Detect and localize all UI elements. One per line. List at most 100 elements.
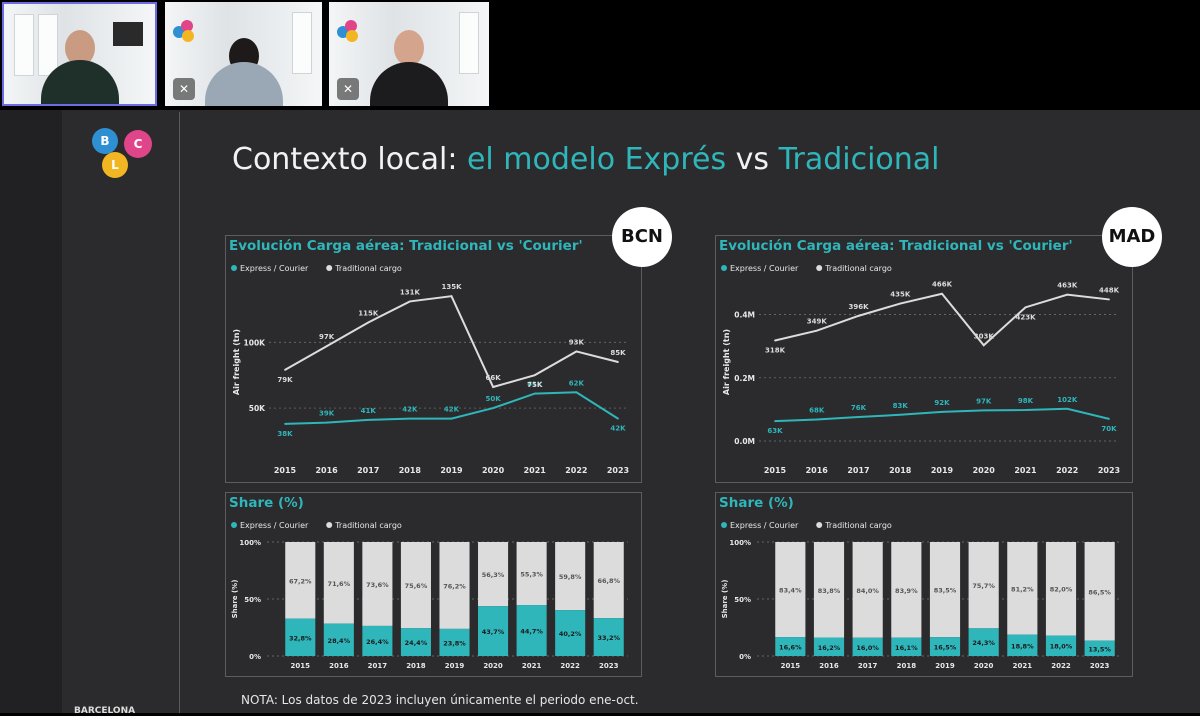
bar-traditional-2021 bbox=[516, 542, 547, 606]
legend-label-1: Traditional cargo bbox=[334, 264, 402, 273]
data-point-0-8 bbox=[617, 417, 619, 420]
bclc-logo: B C L bbox=[88, 124, 158, 182]
data-point-0-0 bbox=[284, 422, 286, 425]
y-tick-label-1: 0.2M bbox=[734, 374, 755, 383]
x-tick-label-2015: 2015 bbox=[291, 662, 311, 670]
data-point-1-6 bbox=[533, 374, 536, 377]
mad-share-chart: Express / Courier Traditional cargo Share … bbox=[721, 521, 1119, 670]
bar-traditional-2022 bbox=[1045, 542, 1077, 636]
mic-muted-icon[interactable]: ✕ bbox=[337, 78, 359, 100]
participant-tile-2[interactable]: ✕ bbox=[165, 2, 322, 106]
data-point-1-3 bbox=[899, 302, 902, 305]
x-tick-label-2021: 2021 bbox=[522, 662, 542, 670]
bar-label-traditional-2021: 55,3% bbox=[520, 571, 543, 579]
data-label-0-5: 97K bbox=[976, 397, 992, 405]
bar-label-express-2019: 23,8% bbox=[443, 639, 466, 647]
bar-label-express-2016: 16,2% bbox=[818, 644, 841, 652]
bar-traditional-2018 bbox=[891, 542, 922, 638]
data-point-1-3 bbox=[408, 300, 411, 303]
x-tick-label-2016: 2016 bbox=[819, 662, 839, 670]
data-point-0-3 bbox=[899, 413, 902, 416]
x-tick-label-2018: 2018 bbox=[406, 662, 426, 670]
participant-tile-1[interactable] bbox=[2, 2, 157, 106]
x-tick-label-2019: 2019 bbox=[931, 466, 954, 475]
bar-label-express-2019: 16,5% bbox=[934, 644, 957, 652]
x-tick-label-2019: 2019 bbox=[445, 662, 465, 670]
mad-badge: MAD bbox=[1102, 207, 1162, 267]
legend-marker-0 bbox=[231, 522, 237, 528]
y-tick-label-0: 0% bbox=[739, 653, 751, 661]
mic-muted-icon[interactable]: ✕ bbox=[173, 78, 195, 100]
participant-head bbox=[394, 30, 424, 66]
bar-express-2022 bbox=[555, 610, 586, 656]
data-label-1-4: 466K bbox=[932, 281, 953, 289]
bcn-share-title: Share (%) bbox=[229, 495, 304, 511]
mad-share-panel bbox=[715, 492, 1133, 677]
data-label-0-2: 41K bbox=[361, 407, 377, 415]
legend-marker-0 bbox=[721, 265, 727, 271]
x-tick-label-2023: 2023 bbox=[599, 662, 619, 670]
x-tick-label-2017: 2017 bbox=[847, 466, 869, 475]
bar-express-2018 bbox=[891, 637, 922, 656]
data-label-0-3: 42K bbox=[402, 406, 418, 414]
bar-express-2021 bbox=[1007, 634, 1038, 656]
data-point-0-3 bbox=[408, 417, 411, 420]
bar-label-express-2023: 33,2% bbox=[597, 634, 620, 642]
y-tick-label-1: 50% bbox=[734, 596, 751, 604]
y-tick-label-0: 0.0M bbox=[734, 437, 755, 446]
bar-express-2016 bbox=[813, 637, 845, 656]
data-point-1-0 bbox=[284, 369, 286, 371]
bar-express-2023 bbox=[593, 618, 624, 656]
y-axis-label: Air freight (tn) bbox=[722, 329, 731, 395]
data-point-1-0 bbox=[774, 339, 776, 342]
bclc-sign bbox=[173, 20, 229, 50]
x-tick-label-2021: 2021 bbox=[524, 466, 547, 475]
bar-label-express-2017: 16,0% bbox=[856, 644, 879, 652]
y-tick-label-2: 100% bbox=[239, 539, 261, 547]
bar-label-traditional-2019: 83,5% bbox=[934, 587, 957, 595]
data-label-1-0: 318K bbox=[765, 347, 786, 355]
bar-express-2015 bbox=[775, 637, 806, 656]
bar-label-express-2021: 18,8% bbox=[1011, 642, 1034, 650]
data-point-1-2 bbox=[857, 314, 860, 317]
mad-share-title: Share (%) bbox=[719, 495, 794, 511]
bar-express-2017 bbox=[852, 637, 883, 656]
bar-traditional-2018 bbox=[400, 542, 431, 629]
data-label-0-8: 70K bbox=[1101, 425, 1117, 433]
data-point-0-8 bbox=[1108, 417, 1110, 420]
bar-express-2021 bbox=[516, 605, 547, 656]
data-point-0-6 bbox=[533, 392, 536, 395]
bar-label-traditional-2016: 71,6% bbox=[328, 580, 351, 588]
y-tick-label-0: 50K bbox=[249, 404, 266, 413]
x-tick-label-2016: 2016 bbox=[806, 466, 829, 475]
data-point-0-5 bbox=[982, 409, 985, 412]
y-tick-label-1: 100K bbox=[244, 338, 267, 347]
x-tick-label-2021: 2021 bbox=[1013, 662, 1033, 670]
mad-line-panel bbox=[715, 235, 1133, 483]
bcn-line-chart: Express / Courier Traditional cargo Air fr… bbox=[231, 264, 629, 475]
x-tick-label-2022: 2022 bbox=[1056, 466, 1078, 475]
data-label-1-8: 448K bbox=[1099, 286, 1120, 294]
bar-label-express-2018: 16,1% bbox=[895, 644, 918, 652]
data-label-0-0: 38K bbox=[277, 430, 293, 438]
bar-traditional-2022 bbox=[555, 542, 586, 611]
x-tick-label-2021: 2021 bbox=[1014, 466, 1037, 475]
data-point-1-7 bbox=[575, 350, 578, 353]
data-label-0-7: 102K bbox=[1057, 396, 1078, 404]
bar-label-express-2020: 43,7% bbox=[482, 628, 505, 636]
bar-traditional-2020 bbox=[968, 542, 999, 629]
y-axis-label: Share (%) bbox=[231, 580, 239, 619]
legend-label-0: Express / Courier bbox=[240, 264, 309, 273]
data-label-1-3: 131K bbox=[400, 288, 421, 296]
bar-express-2018 bbox=[400, 628, 431, 656]
data-point-0-1 bbox=[815, 418, 818, 421]
bar-traditional-2017 bbox=[852, 542, 883, 638]
data-label-0-2: 76K bbox=[851, 404, 867, 412]
participant-tile-3[interactable]: ✕ bbox=[329, 2, 489, 106]
data-point-1-5 bbox=[982, 344, 985, 347]
legend-label-0: Express / Courier bbox=[240, 521, 309, 530]
data-point-0-7 bbox=[575, 391, 578, 394]
data-point-1-7 bbox=[1066, 293, 1069, 296]
title-traditional: Tradicional bbox=[778, 142, 940, 177]
legend-marker-0 bbox=[721, 522, 727, 528]
